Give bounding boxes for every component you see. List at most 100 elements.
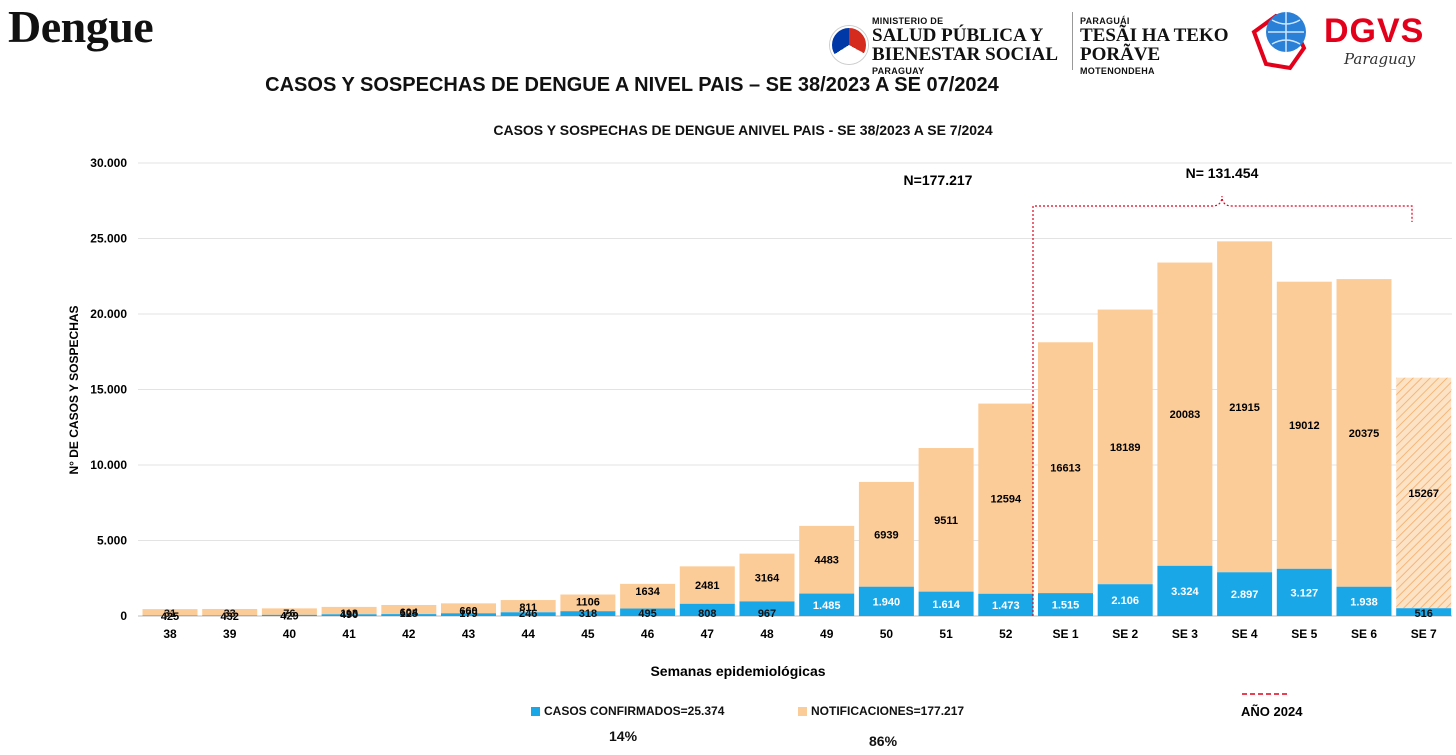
data-label-confirmed: 179 — [459, 608, 477, 620]
total-2024-annotation: N= 131.454 — [1186, 165, 1259, 181]
data-label-confirmed: 1.938 — [1350, 596, 1378, 608]
tesai-logo: PARAGUÁI TESÃI HA TEKO PORÃVE MOTENONDEH… — [1080, 8, 1230, 76]
data-label-confirmed: 3.324 — [1171, 586, 1199, 598]
tesai-line2: PORÃVE — [1080, 44, 1161, 65]
legend-notifications-label: NOTIFICACIONES=177.217 — [811, 704, 965, 718]
legend-notifications: NOTIFICACIONES=177.217 — [798, 704, 964, 718]
year-2024-bracket — [1032, 195, 1413, 616]
dgvs-logo-text: DGVS — [1324, 12, 1425, 50]
ministry-logo: MINISTERIO DE SALUD PÚBLICA Y BIENESTAR … — [826, 8, 1066, 76]
data-label-notifications: 811 — [519, 602, 537, 614]
brand-title: Dengue — [8, 1, 154, 52]
x-tick-label: 47 — [701, 627, 715, 641]
data-label-confirmed: 808 — [698, 608, 716, 620]
data-label-notifications: 425 — [161, 611, 179, 623]
data-label-confirmed: 318 — [579, 608, 597, 620]
bar-notifications — [560, 594, 616, 612]
data-label-notifications: 21915 — [1229, 402, 1260, 414]
y-tick-label: 5.000 — [97, 534, 127, 548]
x-tick-label: 41 — [342, 627, 356, 641]
data-label-notifications: 20083 — [1170, 409, 1201, 421]
data-label-confirmed: 1.515 — [1052, 600, 1080, 612]
bar-confirmed — [500, 612, 556, 616]
bar-confirmed — [799, 593, 855, 616]
legend-confirmed: CASOS CONFIRMADOS=25.374 — [531, 704, 724, 718]
x-tick-label: 43 — [462, 627, 476, 641]
bar-confirmed — [679, 603, 735, 616]
data-label-notifications: 9511 — [934, 515, 958, 527]
data-label-confirmed: 1.614 — [932, 599, 960, 611]
notifications-percent: 86% — [869, 733, 898, 749]
bar-notifications — [1157, 262, 1213, 566]
data-label-notifications: 12594 — [991, 494, 1022, 506]
bar-confirmed — [978, 593, 1034, 616]
y-axis-label: N° DE CASOS Y SOSPECHAS — [67, 305, 81, 474]
y-tick-label: 10.000 — [90, 458, 127, 472]
x-tick-label: 44 — [522, 627, 536, 641]
data-label-notifications: 660 — [459, 605, 477, 617]
x-axis-ticks: 38 39 40 41 42 43 44 45 46 47 48 49 50 51 52 SE 1 SE 2 SE… — [163, 627, 1437, 641]
x-tick-label: 42 — [402, 627, 416, 641]
total-all-annotation: N=177.217 — [904, 172, 973, 188]
x-tick-label: 51 — [939, 627, 953, 641]
dgvs-globe-icon — [1251, 12, 1307, 71]
data-label-notifications: 604 — [400, 607, 419, 619]
bar-confirmed — [381, 614, 437, 616]
data-label-notifications: 16613 — [1050, 463, 1081, 475]
data-label-notifications: 6939 — [874, 529, 898, 541]
data-label-confirmed: 1.940 — [873, 596, 901, 608]
data-label-notifications: 20375 — [1349, 428, 1380, 440]
chart-title: CASOS Y SOSPECHAS DE DENGUE ANIVEL PAIS … — [493, 122, 993, 138]
x-tick-label: SE 4 — [1232, 627, 1258, 641]
x-tick-label: 40 — [283, 627, 297, 641]
data-label-notifications: 3164 — [755, 573, 780, 585]
bar-confirmed — [739, 601, 795, 616]
data-label-notifications: 15267 — [1408, 488, 1439, 500]
bar-notifications — [1097, 309, 1153, 585]
ministry-small-bottom: PARAGUAY — [872, 66, 925, 76]
bars — [142, 241, 1452, 616]
data-label-confirmed: 76 — [283, 608, 295, 620]
bar-notifications — [679, 566, 735, 604]
bar-notifications — [261, 608, 317, 615]
year-legend-label: AÑO 2024 — [1241, 704, 1303, 719]
dgvs-logo-sub: Paraguay — [1344, 50, 1416, 68]
x-tick-label: 39 — [223, 627, 237, 641]
bar-notifications — [381, 604, 437, 615]
bar-notifications — [1276, 281, 1332, 569]
data-label-confirmed: 1.473 — [992, 600, 1020, 612]
bar-notifications — [1038, 342, 1093, 594]
data-label-notifications: 429 — [280, 610, 298, 622]
bar-confirmed — [1038, 593, 1093, 616]
ministry-line2: BIENESTAR SOCIAL — [872, 44, 1059, 65]
x-tick-label: 45 — [581, 627, 595, 641]
bar-notifications — [739, 553, 795, 602]
legend-notifications-swatch — [798, 707, 807, 717]
data-label-notifications: 1634 — [635, 586, 660, 598]
data-label-confirmed: 495 — [638, 608, 656, 620]
data-label-notifications: 432 — [221, 611, 239, 623]
bar-confirmed — [261, 614, 317, 616]
x-tick-label: SE 3 — [1172, 627, 1198, 641]
bar-notifications — [858, 481, 914, 587]
bar-notifications — [202, 608, 258, 616]
dgvs-logo: DGVS Paraguay — [1246, 4, 1450, 80]
data-label-confirmed: 516 — [1415, 608, 1433, 620]
data-label-confirmed: 3.127 — [1291, 587, 1319, 599]
x-tick-label: SE 1 — [1052, 627, 1078, 641]
bar-notifications — [620, 583, 676, 609]
bar-confirmed — [918, 591, 974, 616]
data-label-confirmed: 1.485 — [813, 600, 841, 612]
bar-confirmed — [858, 586, 914, 616]
bar-confirmed — [1276, 568, 1332, 616]
data-label-confirmed: 246 — [519, 608, 537, 620]
y-tick-label: 25.000 — [90, 232, 127, 246]
bar-notifications — [1396, 377, 1452, 609]
header-logos: MINISTERIO DE SALUD PÚBLICA Y BIENESTAR … — [826, 4, 1450, 80]
bar-notifications — [441, 603, 496, 614]
data-label-confirmed: 113 — [340, 608, 358, 620]
bar-notifications — [978, 403, 1034, 594]
bar-confirmed — [1217, 572, 1273, 616]
